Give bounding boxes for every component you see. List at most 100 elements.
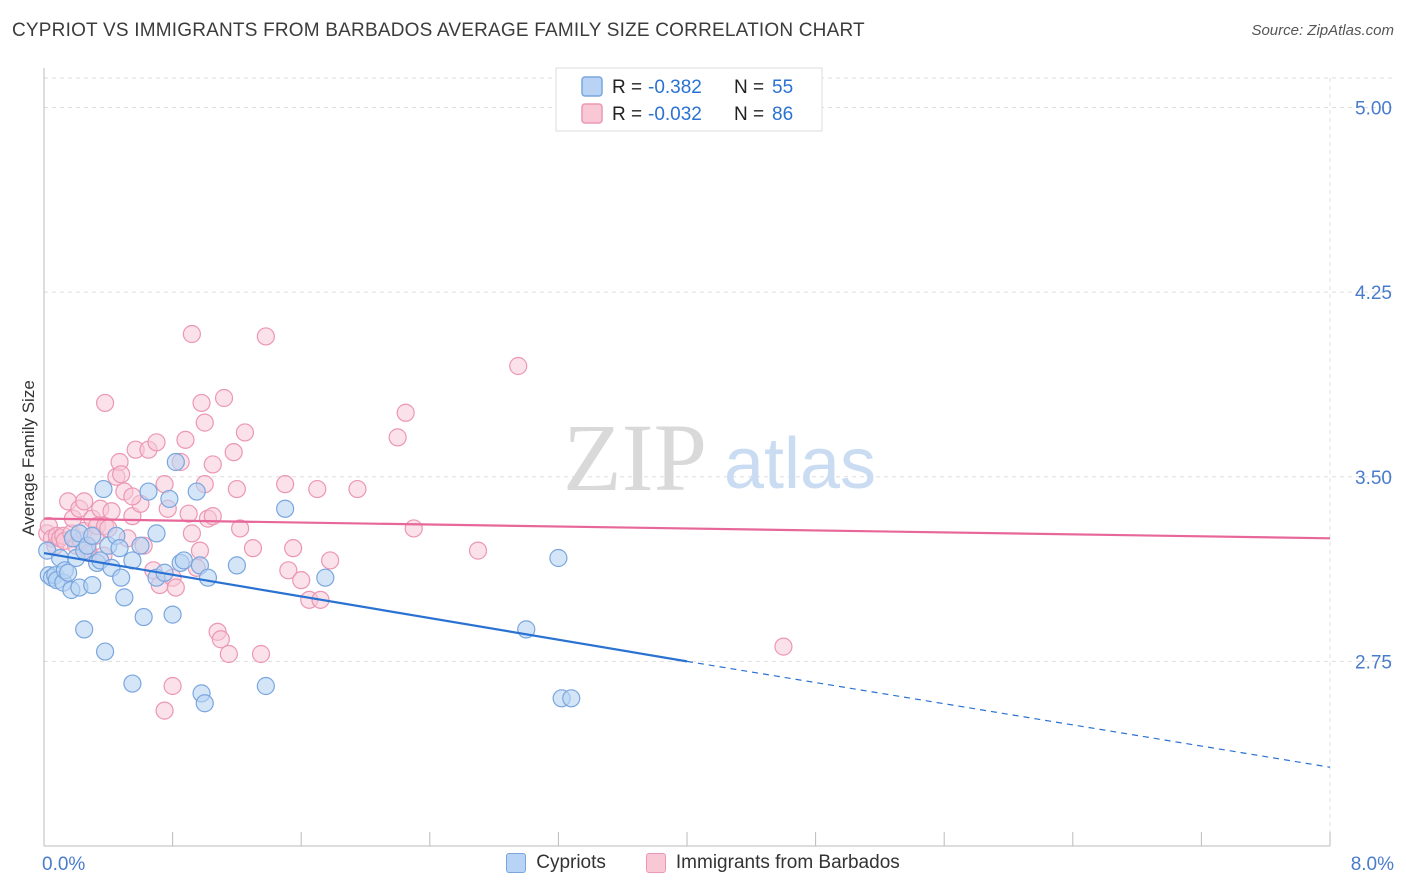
- legend-n-value: 55: [772, 77, 793, 98]
- cypriots-point: [59, 563, 78, 582]
- barbados-point: [195, 413, 214, 432]
- barbados-point: [321, 551, 340, 570]
- y-tick-label: 2.75: [1355, 652, 1392, 673]
- watermark: ZIP atlas: [563, 404, 876, 511]
- cypriots-point: [123, 674, 142, 693]
- legend-r-label: R =: [612, 77, 642, 98]
- series-barbados-points: [38, 324, 793, 720]
- barbados-point: [102, 502, 121, 521]
- legend-swatch-cypriots: [581, 76, 603, 97]
- barbados-swatch: [645, 853, 666, 873]
- barbados-point: [166, 578, 185, 597]
- barbados-point: [123, 487, 142, 506]
- cypriots-swatch: [506, 853, 527, 873]
- chart-title: CYPRIOT VS IMMIGRANTS FROM BARBADOS AVER…: [12, 20, 865, 41]
- barbados-point: [95, 393, 115, 413]
- cypriots-point: [187, 482, 206, 501]
- cypriots-trend-extension: [686, 660, 1331, 768]
- barbados-point: [219, 644, 238, 664]
- legend-swatch-barbados: [581, 103, 603, 124]
- barbados-point: [179, 504, 198, 523]
- cypriots-point: [83, 526, 102, 545]
- barbados-point: [224, 443, 243, 462]
- cypriots-point: [134, 607, 153, 627]
- barbados-point: [774, 637, 793, 656]
- cypriots-point: [139, 482, 158, 501]
- legend-item-barbados[interactable]: Immigrants from Barbados: [645, 852, 900, 874]
- watermark-zip: ZIP: [563, 404, 707, 511]
- barbados-point: [243, 539, 263, 558]
- cypriots-point: [562, 689, 581, 708]
- cypriots-point: [276, 499, 295, 518]
- legend-r-label: R =: [612, 104, 642, 125]
- cypriots-point: [160, 489, 179, 509]
- x-tick-label: 0.0%: [42, 854, 85, 875]
- barbados-point: [284, 539, 303, 558]
- source-label: Source: ZipAtlas.com: [1251, 22, 1394, 39]
- y-axis-label: Average Family Size: [19, 380, 38, 536]
- y-tick-label: 4.25: [1355, 283, 1392, 304]
- barbados-point: [292, 571, 311, 590]
- barbados-point: [176, 430, 195, 449]
- barbados-point: [348, 479, 367, 499]
- cypriots-point: [131, 536, 150, 555]
- cypriots-point: [115, 588, 134, 607]
- barbados-point: [227, 479, 246, 499]
- barbados-point: [231, 519, 250, 538]
- barbados-point: [182, 524, 201, 543]
- cypriots-point: [95, 642, 115, 661]
- cypriots-label: Cypriots: [536, 852, 606, 873]
- trend-lines: [43, 517, 1331, 768]
- cypriots-point: [256, 676, 275, 696]
- y-tick-label: 5.00: [1355, 99, 1392, 120]
- cypriots-point: [198, 568, 218, 587]
- series-legend: Cypriots Immigrants from Barbados: [0, 852, 1406, 874]
- y-tick-labels: 2.75 3.50 4.25 5.00: [1355, 99, 1392, 674]
- barbados-point: [509, 356, 528, 376]
- barbados-point: [214, 388, 234, 408]
- cypriots-point: [316, 568, 335, 587]
- legend-n-value: 86: [772, 104, 793, 125]
- y-tick-label: 3.50: [1355, 468, 1392, 489]
- barbados-point: [235, 423, 255, 442]
- barbados-point: [404, 519, 423, 538]
- stats-legend: R = -0.382 N = 55 R = -0.032 N = 86: [555, 67, 823, 132]
- watermark-atlas: atlas: [724, 424, 876, 504]
- cypriots-point: [83, 575, 102, 595]
- legend-r-value: -0.032: [648, 104, 702, 125]
- barbados-point: [251, 644, 271, 664]
- legend-r-value: -0.382: [648, 77, 702, 98]
- cypriots-point: [166, 452, 185, 472]
- cypriots-point: [549, 548, 568, 568]
- legend-n-label: N =: [734, 104, 764, 125]
- x-tick-labels: 0.0% 8.0%: [42, 854, 1394, 875]
- barbados-point: [192, 393, 211, 413]
- barbados-point: [163, 676, 182, 696]
- cypriots-point: [110, 539, 129, 558]
- barbados-point: [182, 324, 201, 344]
- cypriots-point: [227, 556, 246, 575]
- cypriots-point: [94, 479, 113, 499]
- axes: [43, 68, 1331, 847]
- barbados-point: [75, 492, 94, 511]
- x-tick-label: 8.0%: [1351, 854, 1394, 875]
- barbados-point: [147, 433, 166, 452]
- barbados-point: [155, 701, 174, 720]
- cypriots-point: [147, 524, 166, 543]
- barbados-point: [308, 479, 327, 499]
- barbados-label: Immigrants from Barbados: [675, 852, 900, 873]
- barbados-point: [112, 465, 131, 484]
- cypriots-point: [163, 605, 182, 624]
- cypriots-point: [112, 568, 131, 587]
- barbados-point: [388, 428, 407, 447]
- cypriots-point: [195, 694, 214, 713]
- barbados-point: [276, 475, 295, 494]
- grid-lines: [44, 77, 1392, 846]
- cypriots-trend-line: [43, 551, 688, 663]
- cypriots-point: [174, 551, 193, 570]
- barbados-point: [279, 561, 298, 580]
- barbados-point: [396, 403, 415, 422]
- barbados-point: [468, 541, 488, 560]
- legend-item-cypriots[interactable]: Cypriots: [506, 852, 606, 874]
